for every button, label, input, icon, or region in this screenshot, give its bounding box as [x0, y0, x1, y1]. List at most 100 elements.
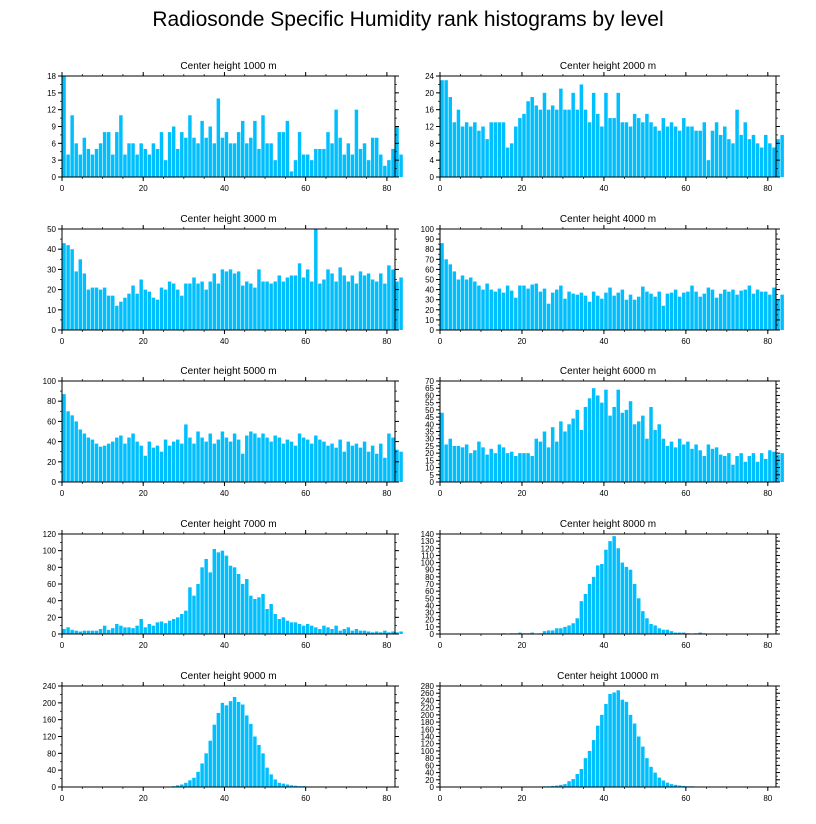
bar	[596, 395, 600, 482]
bar	[192, 277, 196, 330]
bar	[249, 137, 253, 177]
bar	[563, 626, 567, 634]
bar	[559, 285, 563, 330]
bar	[338, 137, 342, 177]
bar	[131, 628, 135, 634]
bar	[196, 431, 200, 482]
bar	[546, 109, 551, 177]
bar	[334, 281, 338, 330]
bar	[204, 753, 208, 787]
bar	[518, 285, 522, 330]
bar	[289, 171, 294, 177]
bar	[776, 139, 780, 177]
y-tick-label: 240	[421, 696, 435, 705]
y-tick-label: 0	[430, 783, 435, 792]
bar	[86, 630, 91, 634]
bar	[253, 287, 257, 330]
bar	[249, 283, 253, 330]
bar	[452, 445, 457, 482]
bar	[184, 283, 188, 330]
bar	[94, 287, 99, 330]
bar	[184, 424, 188, 482]
bar	[571, 779, 575, 787]
bar	[505, 453, 510, 482]
bar	[330, 273, 334, 330]
bar	[444, 80, 448, 177]
y-tick-label: 0	[430, 173, 435, 182]
bar	[448, 264, 452, 330]
bar	[526, 288, 530, 330]
bar	[481, 126, 485, 177]
bar	[493, 122, 498, 177]
bar	[273, 281, 277, 330]
x-tick-label: 0	[438, 794, 443, 803]
panel-title: Center height 1000 m	[180, 61, 276, 72]
bar	[677, 632, 682, 634]
bars	[440, 243, 784, 330]
bar	[645, 618, 649, 634]
bar	[102, 625, 107, 634]
bar	[669, 292, 674, 330]
bar	[273, 160, 277, 177]
bar	[612, 295, 616, 330]
bar	[257, 597, 261, 634]
bar	[155, 622, 160, 634]
x-tick-label: 20	[139, 337, 148, 346]
bar	[620, 122, 625, 177]
bar	[534, 105, 539, 177]
y-tick-label: 45	[425, 413, 434, 422]
bar	[546, 630, 551, 634]
bar	[731, 464, 735, 482]
bar	[579, 84, 584, 177]
y-tick-label: 20	[47, 613, 56, 622]
bar	[334, 447, 338, 482]
bar	[575, 774, 580, 787]
x-tick-label: 80	[382, 641, 391, 650]
x-tick-label: 80	[763, 641, 772, 650]
bar	[493, 291, 498, 330]
bar	[119, 115, 123, 177]
bar	[82, 433, 87, 482]
bar	[224, 271, 229, 330]
bar	[383, 165, 387, 177]
bar	[632, 113, 637, 177]
y-tick-label: 120	[421, 740, 435, 749]
bar	[772, 287, 776, 330]
bar	[176, 785, 180, 787]
bar	[326, 269, 330, 330]
y-tick-label: 80	[425, 573, 434, 582]
bar	[277, 437, 281, 482]
bar	[579, 430, 584, 482]
bar	[587, 750, 592, 787]
bar	[232, 433, 237, 482]
bar	[661, 438, 666, 482]
bar	[106, 132, 111, 177]
bar	[358, 447, 363, 482]
bar	[305, 439, 310, 482]
x-tick-label: 40	[599, 641, 608, 650]
bar	[550, 785, 555, 787]
bar	[354, 629, 359, 634]
bar	[612, 118, 616, 177]
bar	[690, 448, 694, 482]
bar	[265, 437, 269, 482]
bar	[698, 296, 702, 330]
y-tick-label: 110	[421, 551, 434, 560]
bar	[657, 130, 661, 177]
bar	[111, 295, 115, 330]
bar	[66, 411, 70, 482]
bar	[735, 109, 739, 177]
y-tick-label: 3	[52, 156, 57, 165]
bar	[180, 784, 184, 787]
bar	[702, 456, 707, 482]
bar	[636, 736, 641, 787]
y-tick-label: 0	[52, 326, 57, 335]
bar	[723, 126, 727, 177]
bar	[379, 443, 383, 482]
bar	[350, 445, 355, 482]
bar	[489, 122, 493, 177]
bars	[538, 690, 698, 787]
bar	[374, 453, 379, 482]
bar	[718, 454, 723, 482]
bar	[245, 579, 249, 634]
